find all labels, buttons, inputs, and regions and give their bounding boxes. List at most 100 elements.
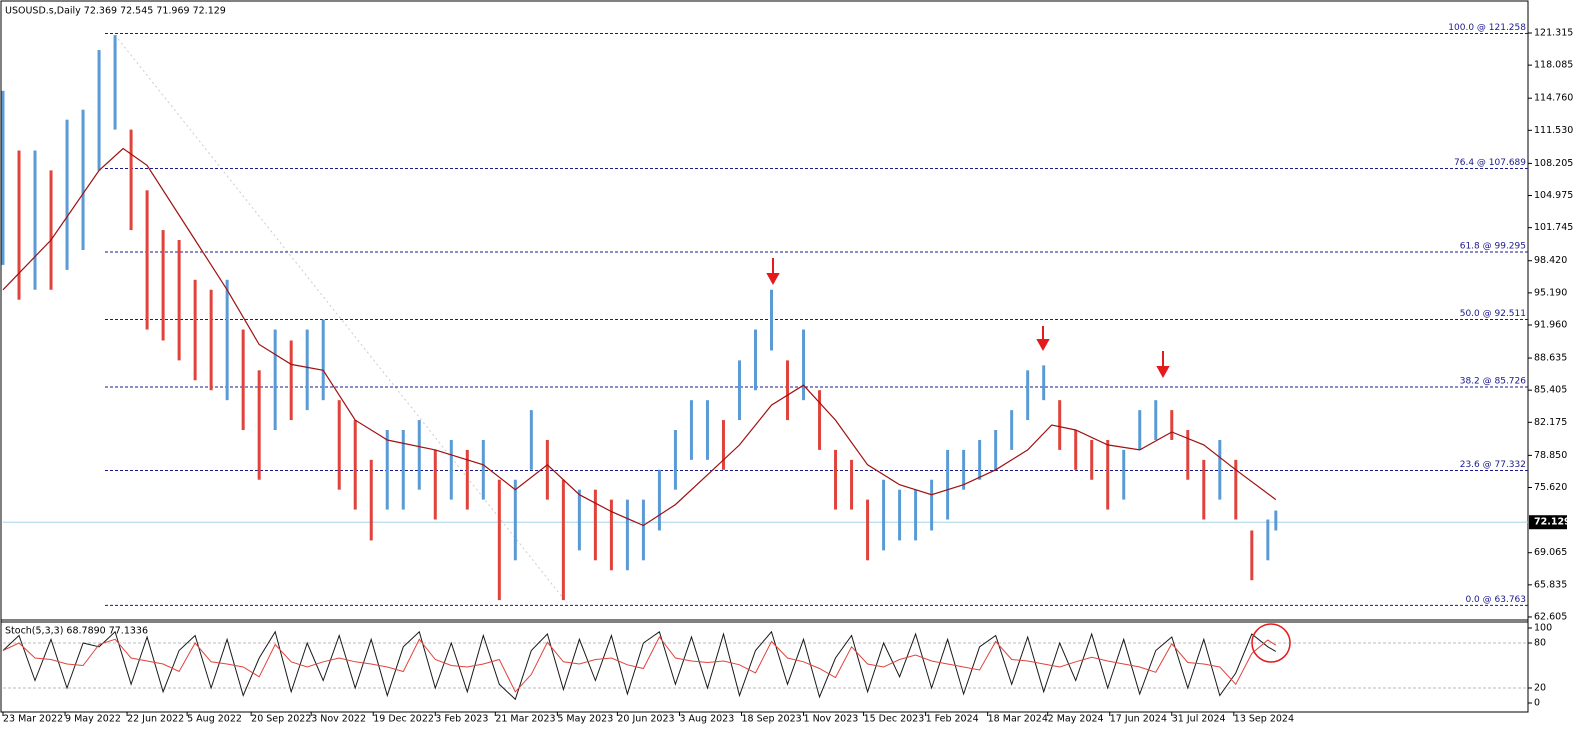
- price-bar: [1026, 370, 1030, 421]
- x-tick-label: 5 Aug 2022: [187, 714, 242, 725]
- price-bar: [529, 410, 533, 470]
- price-bar: [930, 479, 934, 531]
- price-bar: [49, 170, 53, 290]
- x-tick-label: 5 May 2023: [557, 714, 613, 725]
- price-bar: [1138, 410, 1142, 450]
- price-bar: [625, 499, 629, 571]
- y-tick-label: 62.605: [1534, 611, 1567, 622]
- price-bar: [978, 439, 982, 480]
- price-label: 72.129: [1534, 517, 1571, 528]
- price-bar: [1074, 430, 1078, 470]
- price-bar: [770, 289, 774, 351]
- fib-label: 76.4 @ 107.689: [1454, 158, 1526, 168]
- price-bar: [81, 109, 85, 250]
- x-tick-label: 1 Feb 2024: [926, 714, 979, 725]
- price-bar: [305, 329, 309, 411]
- trend-line: [114, 34, 568, 604]
- price-bar: [401, 430, 405, 510]
- price-bar: [1122, 449, 1126, 500]
- x-tick-label: 3 Nov 2022: [311, 714, 366, 725]
- price-bar: [753, 329, 757, 391]
- price-bar: [561, 479, 565, 601]
- annotations: [766, 258, 1291, 663]
- price-bar: [705, 400, 709, 460]
- price-bar: [1234, 459, 1238, 520]
- y-tick-label: 20: [1534, 683, 1546, 694]
- price-bar: [994, 430, 998, 470]
- frame: [0, 0, 1529, 713]
- x-tick-label: 13 Sep 2024: [1234, 714, 1294, 725]
- price-bar: [97, 50, 101, 171]
- price-bar: [721, 420, 725, 470]
- x-tick-label: 18 Mar 2024: [988, 714, 1048, 725]
- price-bar: [962, 449, 966, 490]
- y-tick-label: 85.405: [1534, 385, 1567, 396]
- price-bar: [1170, 410, 1174, 440]
- price-bar: [673, 430, 677, 490]
- price-bar: [497, 479, 501, 601]
- price-bar: [786, 360, 790, 421]
- highlight-circle: [1251, 623, 1291, 663]
- price-bar: [369, 459, 373, 541]
- fib-label: 61.8 @ 99.295: [1460, 242, 1526, 252]
- indicator-title: Stoch(5,3,3) 68.7890 77.1336: [5, 626, 148, 637]
- fib-label: 50.0 @ 92.511: [1460, 309, 1526, 319]
- price-bar: [113, 35, 117, 130]
- x-tick-label: 1 Nov 2023: [804, 714, 859, 725]
- price-bar: [177, 240, 181, 361]
- price-bar: [65, 119, 69, 270]
- x-tick-label: 20 Sep 2022: [251, 714, 311, 725]
- price-bar: [385, 430, 389, 510]
- moving-average: [2, 147, 1277, 527]
- arrow-head: [1036, 339, 1050, 352]
- price-bar: [17, 150, 21, 300]
- price-bar: [513, 479, 517, 561]
- price-bar: [1186, 430, 1190, 480]
- price-bar: [1, 90, 5, 265]
- price-bar: [689, 400, 693, 460]
- price-bar: [545, 439, 549, 500]
- fib-label: 23.6 @ 77.332: [1460, 460, 1526, 470]
- price-bar: [257, 370, 261, 480]
- price-bar: [145, 190, 149, 330]
- y-tick-label: 91.960: [1534, 319, 1567, 330]
- y-tick-label: 111.530: [1534, 125, 1573, 136]
- arrow-head: [1156, 366, 1170, 379]
- price-bar: [449, 439, 453, 500]
- price-bar: [946, 449, 950, 520]
- y-tick-label: 121.315: [1534, 27, 1573, 38]
- price-bar: [1058, 400, 1062, 450]
- price-bar: [914, 489, 918, 541]
- price-bar: [33, 150, 37, 290]
- price-bar: [1154, 400, 1158, 440]
- y-tick-label: 100: [1534, 623, 1552, 634]
- price-bar: [818, 390, 822, 450]
- price-bar: [161, 230, 165, 341]
- x-tick-label: 31 Jul 2024: [1172, 714, 1226, 725]
- price-bar: [193, 279, 197, 381]
- price-bar: [1010, 410, 1014, 450]
- price-bar: [577, 489, 581, 551]
- y-tick-label: 104.975: [1534, 190, 1573, 201]
- y-tick-label: 108.205: [1534, 158, 1573, 169]
- price-bar: [273, 329, 277, 431]
- x-tick-label: 19 Dec 2022: [373, 714, 434, 725]
- x-tick-label: 18 Sep 2023: [741, 714, 801, 725]
- x-tick-label: 20 Jun 2023: [617, 714, 674, 725]
- price-bar: [609, 499, 613, 571]
- x-tick-label: 3 Aug 2023: [679, 714, 734, 725]
- price-bar: [737, 360, 741, 421]
- price-bar: [353, 420, 357, 510]
- price-bar: [802, 329, 806, 401]
- y-tick-label: 65.835: [1534, 579, 1567, 590]
- price-bar: [241, 329, 245, 431]
- x-tick-label: 21 Mar 2023: [495, 714, 555, 725]
- x-tick-label: 22 Jun 2022: [127, 714, 184, 725]
- x-tick-label: 2 May 2024: [1048, 714, 1104, 725]
- y-tick-label: 114.760: [1534, 93, 1573, 104]
- price-bar: [898, 489, 902, 541]
- chart-title: USOUSD.s,Daily 72.369 72.545 71.969 72.1…: [5, 6, 226, 17]
- price-bar: [866, 499, 870, 561]
- price-bar: [1106, 439, 1110, 510]
